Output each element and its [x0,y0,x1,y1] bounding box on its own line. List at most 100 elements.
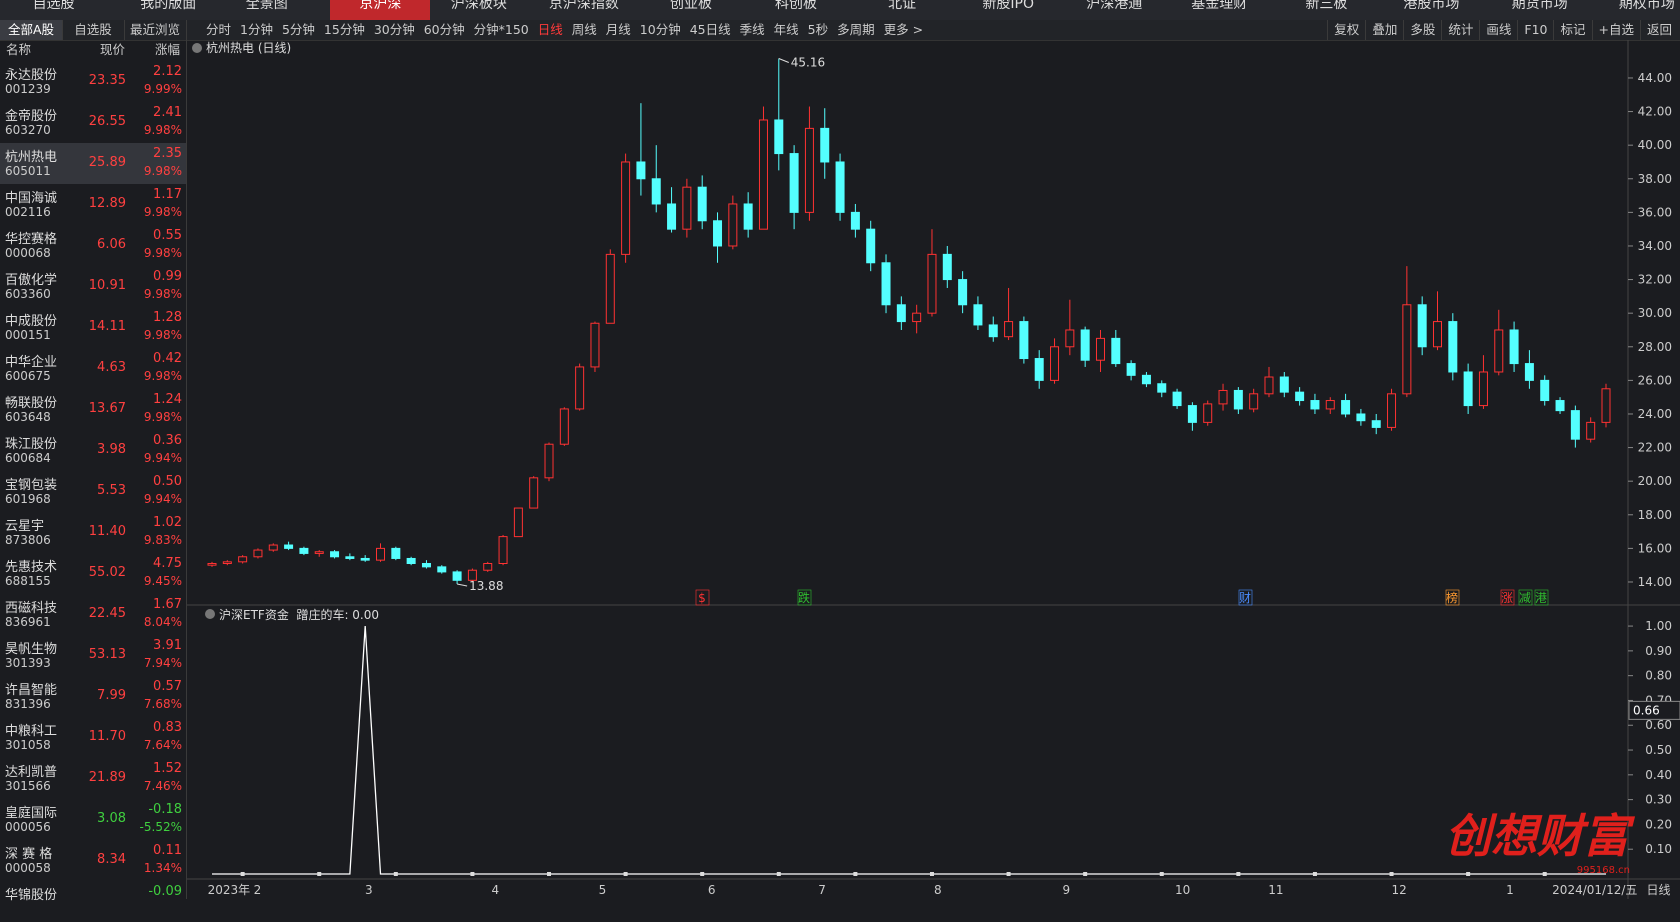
stock-row[interactable]: 畅联股份 603648 13.67 1.24 9.98% [0,389,186,430]
indicator-dot [700,872,705,876]
stock-pct: -5.52% [139,820,182,834]
stock-row[interactable]: 百傲化学 603360 10.91 0.99 9.98% [0,266,186,307]
period-tab[interactable]: 10分钟 [639,22,681,37]
nav-tab[interactable]: 期权市场 [1618,0,1675,12]
stock-price: 21.89 [88,770,126,785]
stock-code: 603648 [5,410,51,424]
nav-tab[interactable]: 京沪深指数 [548,0,619,12]
candle-body [207,563,217,566]
list-tab[interactable]: 自选股 [62,20,125,40]
event-label: $ [698,591,706,605]
period-tab[interactable]: 周线 [571,22,597,37]
tool-button[interactable]: 叠加 [1365,20,1403,40]
stock-row[interactable]: 中粮科工 301058 11.70 0.83 7.64% [0,717,186,758]
period-tab[interactable]: 月线 [605,22,631,37]
candle-body [1432,321,1442,348]
candle-body [345,556,355,559]
nav-tab[interactable]: 沪深板块 [450,0,507,12]
stock-change: -0.18 [148,802,182,817]
candle-body [651,178,661,205]
y-tick-label: 0.60 [1645,718,1672,732]
nav-tab[interactable]: 基金理财 [1191,0,1248,12]
stock-code: 601968 [5,492,51,506]
top-nav: 自选股 我的版面 全景图 京沪深 沪深板块 京沪深指数 创业板 科创板 北证 新股IPO 沪深港通 基… [0,0,1680,20]
stock-change: -0.09 [148,884,182,899]
candle-body [1341,400,1351,415]
indicator-dot [1542,872,1547,876]
stock-code: 836961 [5,615,51,629]
tool-button[interactable]: F10 [1517,20,1553,40]
period-tab[interactable]: 季线 [739,22,765,37]
nav-tab[interactable]: 新三板 [1305,0,1348,12]
nav-tab[interactable]: 北证 [888,0,917,12]
list-tab[interactable]: 全部A股 [0,20,63,40]
tool-button[interactable]: +自选 [1591,20,1640,40]
stock-row[interactable]: 中华企业 600675 4.63 0.42 9.98% [0,348,186,389]
period-tab[interactable]: 分钟*150 [473,22,529,37]
indicator-dot [623,872,628,876]
period-tab[interactable]: 60分钟 [423,22,465,37]
nav-tab[interactable]: 沪深港通 [1086,0,1143,12]
period-tab[interactable]: 30分钟 [373,22,415,37]
stock-row[interactable]: 深 赛 格 000058 8.34 0.11 1.34% [0,840,186,881]
stock-row[interactable]: 昊帆生物 301393 53.13 3.91 7.94% [0,635,186,676]
stock-row[interactable]: 皇庭国际 000056 3.08 -0.18 -5.52% [0,799,186,840]
y-tick-label: 0.40 [1645,768,1672,782]
nav-tab[interactable]: 创业板 [670,0,713,12]
stock-row[interactable]: 华控赛格 000068 6.06 0.55 9.98% [0,225,186,266]
period-tab[interactable]: 1分钟 [240,22,273,37]
candle-body [1218,389,1228,405]
tool-button[interactable]: 标记 [1553,20,1591,40]
period-tab[interactable]: 15分钟 [323,22,365,37]
stock-row[interactable]: 杭州热电 605011 25.89 2.35 9.98% [0,143,186,184]
nav-tab[interactable]: 期货市场 [1511,0,1568,12]
stock-row[interactable]: 达利凯普 301566 21.89 1.52 7.46% [0,758,186,799]
stock-price: 5.53 [97,483,126,498]
tool-button[interactable]: 复权 [1327,20,1365,40]
stock-row[interactable]: 先惠技术 688155 55.02 4.75 9.45% [0,553,186,594]
period-tab[interactable]: 多周期 [837,22,875,37]
nav-tab[interactable]: 自选股 [32,0,75,12]
stock-row[interactable]: 永达股份 001239 23.35 2.12 9.99% [0,61,186,102]
stock-row[interactable]: 金帝股份 603270 26.55 2.41 9.98% [0,102,186,143]
nav-tab[interactable]: 京沪深 [330,0,431,20]
stock-name: 许昌智能 [5,683,58,698]
period-tab[interactable]: 分时 [206,22,232,37]
tool-button[interactable]: 统计 [1441,20,1479,40]
stock-change: 1.24 [153,392,182,407]
period-tab[interactable]: 日线 [537,22,563,37]
stock-pct: 8.04% [143,615,182,629]
period-tab[interactable]: 5分钟 [281,22,315,37]
tool-button[interactable]: 画线 [1479,20,1517,40]
nav-tab[interactable]: 港股市场 [1403,0,1460,12]
stock-row[interactable]: 云星宇 873806 11.40 1.02 9.83% [0,512,186,553]
stock-row[interactable]: 宝钢包装 601968 5.53 0.50 9.94% [0,471,186,512]
candle-body [1417,304,1427,348]
x-axis-label: 10 [1175,883,1190,897]
nav-tab[interactable]: 我的版面 [140,0,197,12]
candle-body [835,161,845,213]
nav-tab[interactable]: 新股IPO [982,0,1034,12]
list-tab[interactable]: 最近浏览 [124,20,187,40]
stock-row[interactable]: 西磁科技 836961 22.45 1.67 8.04% [0,594,186,635]
candle-body [513,507,523,538]
stock-row[interactable]: 珠江股份 600684 3.98 0.36 9.94% [0,430,186,471]
period-tab[interactable]: 45日线 [689,22,731,37]
stock-price: 10.91 [88,278,126,293]
tool-button[interactable]: 返回 [1639,20,1678,40]
period-tab[interactable]: 更多 > [883,22,924,37]
period-tab[interactable]: 年线 [773,22,799,37]
stock-row[interactable]: 中成股份 000151 14.11 1.28 9.98% [0,307,186,348]
period-tab[interactable]: 5秒 [807,22,829,37]
stock-price: 23.35 [88,73,126,88]
high-pointer [778,58,789,63]
stock-row[interactable]: 中国海诚 002116 12.89 1.17 9.98% [0,184,186,225]
tool-button[interactable]: 多股 [1403,20,1441,40]
nav-tab[interactable]: 科创板 [775,0,818,12]
candle-body [1157,383,1167,393]
nav-tab[interactable]: 全景图 [245,0,288,12]
stock-row[interactable]: 许昌智能 831396 7.99 0.57 7.68% [0,676,186,717]
stock-change: 3.91 [153,638,182,653]
candle-body [391,547,401,559]
stock-price: 11.40 [88,524,126,539]
